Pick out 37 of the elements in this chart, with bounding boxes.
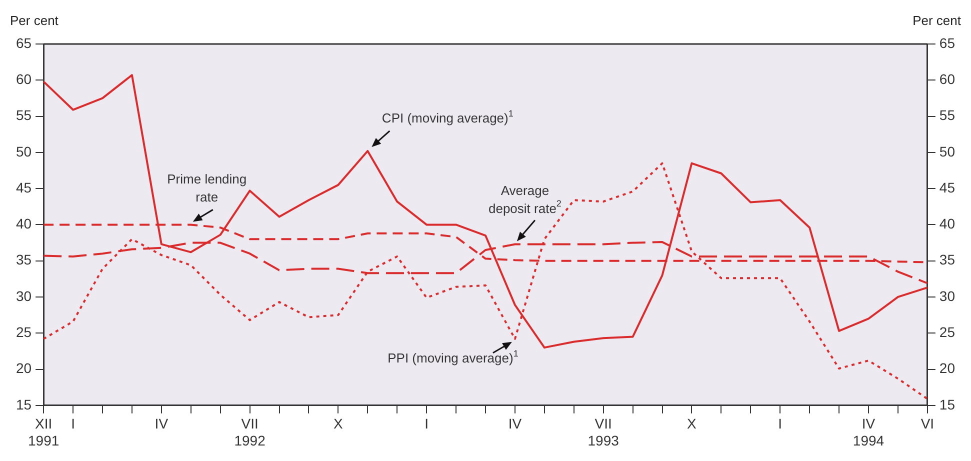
y-tick-label: 40 xyxy=(16,216,32,232)
x-tick-label: VI xyxy=(920,416,934,432)
x-tick-label: I xyxy=(424,416,429,432)
y-axis-title: Per cent xyxy=(10,13,59,28)
y2-tick-label: 60 xyxy=(939,71,956,87)
y-tick-label: 60 xyxy=(16,71,32,87)
y2-tick-label: 15 xyxy=(939,396,956,412)
y2-tick-label: 20 xyxy=(939,360,956,376)
y-tick-label: 30 xyxy=(16,288,32,304)
y2-tick-label: 55 xyxy=(939,107,956,124)
y2-tick-label: 65 xyxy=(939,34,956,51)
y-tick-label: 50 xyxy=(16,143,32,160)
y-tick-label: 35 xyxy=(16,252,32,268)
y-tick-label: 20 xyxy=(16,360,32,376)
y2-tick-label: 35 xyxy=(939,252,956,268)
y2-tick-label: 45 xyxy=(939,179,956,196)
y2-axis-title: Per cent xyxy=(912,13,962,28)
x-tick-label: I xyxy=(778,416,782,432)
x-tick-label: VII 1993 xyxy=(588,416,620,448)
y-tick-label: 55 xyxy=(16,107,32,124)
x-tick-label: X xyxy=(687,416,698,432)
x-tick-label: IV xyxy=(508,416,522,432)
y-tick-label: 45 xyxy=(16,179,32,196)
y2-tick-label: 30 xyxy=(939,288,956,304)
y2-tick-label: 40 xyxy=(939,216,956,232)
y2-tick-label: 50 xyxy=(939,143,956,160)
x-tick-label: X xyxy=(334,416,344,432)
x-tick-label: I xyxy=(71,416,75,432)
y-tick-label: 65 xyxy=(16,34,32,51)
x-tick-label: VII 1992 xyxy=(234,416,266,448)
x-tick-label: IV xyxy=(154,416,169,432)
y-tick-label: 15 xyxy=(16,396,32,412)
x-tick-label: IV 1994 xyxy=(852,416,884,448)
y-tick-label: 25 xyxy=(16,324,32,340)
series-label: Prime lending rate xyxy=(167,171,247,204)
y2-tick-label: 25 xyxy=(939,324,956,340)
x-tick-label: XII 1991 xyxy=(28,416,60,448)
